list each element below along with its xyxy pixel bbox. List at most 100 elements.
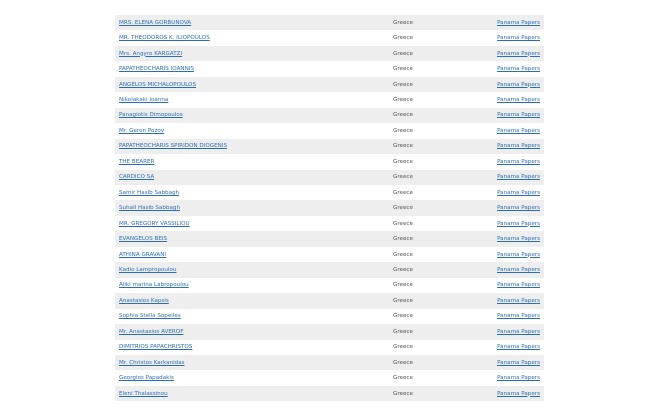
source-link[interactable]: Panama Papers xyxy=(497,205,540,212)
source-link[interactable]: Panama Papers xyxy=(497,19,540,26)
results-table: MRS. ELENA GORBUNOVA Greece Panama Papers M… xyxy=(115,15,544,402)
country: Greece xyxy=(393,50,413,57)
country: Greece xyxy=(393,266,413,273)
table-row: Mrs. Angyro KARGATZI Greece Panama Papers xyxy=(115,45,544,62)
source-link[interactable]: Panama Papers xyxy=(497,282,540,289)
source-link[interactable]: Panama Papers xyxy=(497,251,540,258)
source-link[interactable]: Panama Papers xyxy=(497,359,540,366)
entity-link[interactable]: Georgios Papadakis xyxy=(119,375,174,382)
country: Greece xyxy=(393,205,413,212)
country: Greece xyxy=(393,220,413,227)
country: Greece xyxy=(393,297,413,304)
country: Greece xyxy=(393,19,413,26)
source-link[interactable]: Panama Papers xyxy=(497,189,540,196)
table-row: Aliki marina Labropoulou Greece Panama Pap… xyxy=(115,278,544,293)
country: Greece xyxy=(393,282,413,289)
table-row: ATHINA GRAVANI Greece Panama Papers xyxy=(115,247,544,262)
entity-link[interactable]: Mr. Christos Karkanidas xyxy=(119,359,185,366)
entity-link[interactable]: MR. GREGORY VASSILIOU xyxy=(119,220,190,227)
entity-link[interactable]: MR. THEODOROS K. ILIOPOULOS xyxy=(119,35,210,42)
entity-link[interactable]: CARDICO SA xyxy=(119,174,155,181)
entity-link[interactable]: Panagiotis Dimopoulos xyxy=(119,112,183,119)
country: Greece xyxy=(393,344,413,351)
country: Greece xyxy=(393,328,413,335)
entity-link[interactable]: Nikolakaki Ioanna xyxy=(119,96,169,103)
source-link[interactable]: Panama Papers xyxy=(497,344,540,351)
source-link[interactable]: Panama Papers xyxy=(497,313,540,320)
table-row: PAPATHEOCHARIS IOANNIS Greece Panama Paper… xyxy=(115,61,544,76)
country: Greece xyxy=(393,359,413,366)
table-row: Anastasios Kapsis Greece Panama Papers xyxy=(115,293,544,309)
entity-link[interactable]: PAPATHEOCHARIS IOANNIS xyxy=(119,66,194,73)
entity-link[interactable]: Suhail Hasib Sabbagh xyxy=(119,205,180,212)
table-row: Sophia Stella Sopeiles Greece Panama Paper… xyxy=(115,309,544,324)
source-link[interactable]: Panama Papers xyxy=(497,143,540,150)
table-row: Georgios Papadakis Greece Panama Papers xyxy=(115,370,544,385)
table-row: Samir Hasib Sabbagh Greece Panama Papers xyxy=(115,185,544,200)
source-link[interactable]: Panama Papers xyxy=(497,158,540,165)
source-link[interactable]: Panama Papers xyxy=(497,112,540,119)
table-row: Nikolakaki Ioanna Greece Panama Papers xyxy=(115,92,544,107)
entity-link[interactable]: PAPATHEOCHARIS SPIRIDON DIOGENIS xyxy=(119,143,228,150)
table-row: PAPATHEOCHARIS SPIRIDON DIOGENIS Greece Pa… xyxy=(115,138,544,155)
source-link[interactable]: Panama Papers xyxy=(497,236,540,243)
entity-link[interactable]: Mr. Anastasios AVEROF xyxy=(119,328,184,335)
country: Greece xyxy=(393,174,413,181)
entity-link[interactable]: Mr. Geron Pozov xyxy=(119,127,165,134)
table-row: Kadio Lampropoulou Greece Panama Papers xyxy=(115,262,544,278)
source-link[interactable]: Panama Papers xyxy=(497,50,540,57)
table-row: DIMITRIOS PAPACHRISTOS Greece Panama Paper… xyxy=(115,340,544,355)
source-link[interactable]: Panama Papers xyxy=(497,220,540,227)
entity-link[interactable]: DIMITRIOS PAPACHRISTOS xyxy=(119,344,193,351)
table-row: Panagiotis Dimopoulos Greece Panama Papers xyxy=(115,107,544,124)
entity-link[interactable]: EVANGELOS BEIS xyxy=(119,236,168,243)
table-row: Mr. Christos Karkanidas Greece Panama Pape… xyxy=(115,354,544,371)
country: Greece xyxy=(393,313,413,320)
entity-link[interactable]: Mrs. Angyro KARGATZI xyxy=(119,50,183,57)
table-row: Mr. Anastasios AVEROF Greece Panama Papers xyxy=(115,324,544,340)
entity-link[interactable]: THE BEARER xyxy=(119,158,155,165)
table-row: THE BEARER Greece Panama Papers xyxy=(115,154,544,169)
entity-link[interactable]: Anastasios Kapsis xyxy=(119,297,169,304)
source-link[interactable]: Panama Papers xyxy=(497,266,540,273)
country: Greece xyxy=(393,96,413,103)
country: Greece xyxy=(393,158,413,165)
source-link[interactable]: Panama Papers xyxy=(497,96,540,103)
source-link[interactable]: Panama Papers xyxy=(497,174,540,181)
source-link[interactable]: Panama Papers xyxy=(497,66,540,73)
country: Greece xyxy=(393,112,413,119)
table-row: Mr. Geron Pozov Greece Panama Papers xyxy=(115,123,544,138)
source-link[interactable]: Panama Papers xyxy=(497,390,540,397)
entity-link[interactable]: Kadio Lampropoulou xyxy=(119,266,177,273)
entity-link[interactable]: Aliki marina Labropoulou xyxy=(119,282,189,289)
source-link[interactable]: Panama Papers xyxy=(497,375,540,382)
entity-link[interactable]: ATHINA GRAVANI xyxy=(119,251,167,258)
table-row: MR. GREGORY VASSILIOU Greece Panama Papers xyxy=(115,216,544,231)
country: Greece xyxy=(393,251,413,258)
source-link[interactable]: Panama Papers xyxy=(497,328,540,335)
country: Greece xyxy=(393,35,413,42)
source-link[interactable]: Panama Papers xyxy=(497,297,540,304)
table-row: Suhail Hasib Sabbagh Greece Panama Papers xyxy=(115,200,544,216)
table-row: ANGELOS MICHALOPOULOS Greece Panama Papers xyxy=(115,76,544,93)
country: Greece xyxy=(393,143,413,150)
entity-link[interactable]: MRS. ELENA GORBUNOVA xyxy=(119,19,192,26)
entity-link[interactable]: Eleni Thalassinou xyxy=(119,390,168,397)
country: Greece xyxy=(393,375,413,382)
source-link[interactable]: Panama Papers xyxy=(497,35,540,42)
entity-link[interactable]: Sophia Stella Sopeiles xyxy=(119,313,181,320)
country: Greece xyxy=(393,81,413,88)
source-link[interactable]: Panama Papers xyxy=(497,127,540,134)
table-row: MR. THEODOROS K. ILIOPOULOS Greece Panama … xyxy=(115,30,544,45)
table-row: CARDICO SA Greece Panama Papers xyxy=(115,169,544,185)
country: Greece xyxy=(393,66,413,73)
country: Greece xyxy=(393,189,413,196)
table-row: MRS. ELENA GORBUNOVA Greece Panama Papers xyxy=(115,15,544,31)
source-link[interactable]: Panama Papers xyxy=(497,81,540,88)
country: Greece xyxy=(393,390,413,397)
entity-link[interactable]: Samir Hasib Sabbagh xyxy=(119,189,180,196)
entity-link[interactable]: ANGELOS MICHALOPOULOS xyxy=(119,81,197,88)
country: Greece xyxy=(393,236,413,243)
table-row: Eleni Thalassinou Greece Panama Papers xyxy=(115,385,544,402)
